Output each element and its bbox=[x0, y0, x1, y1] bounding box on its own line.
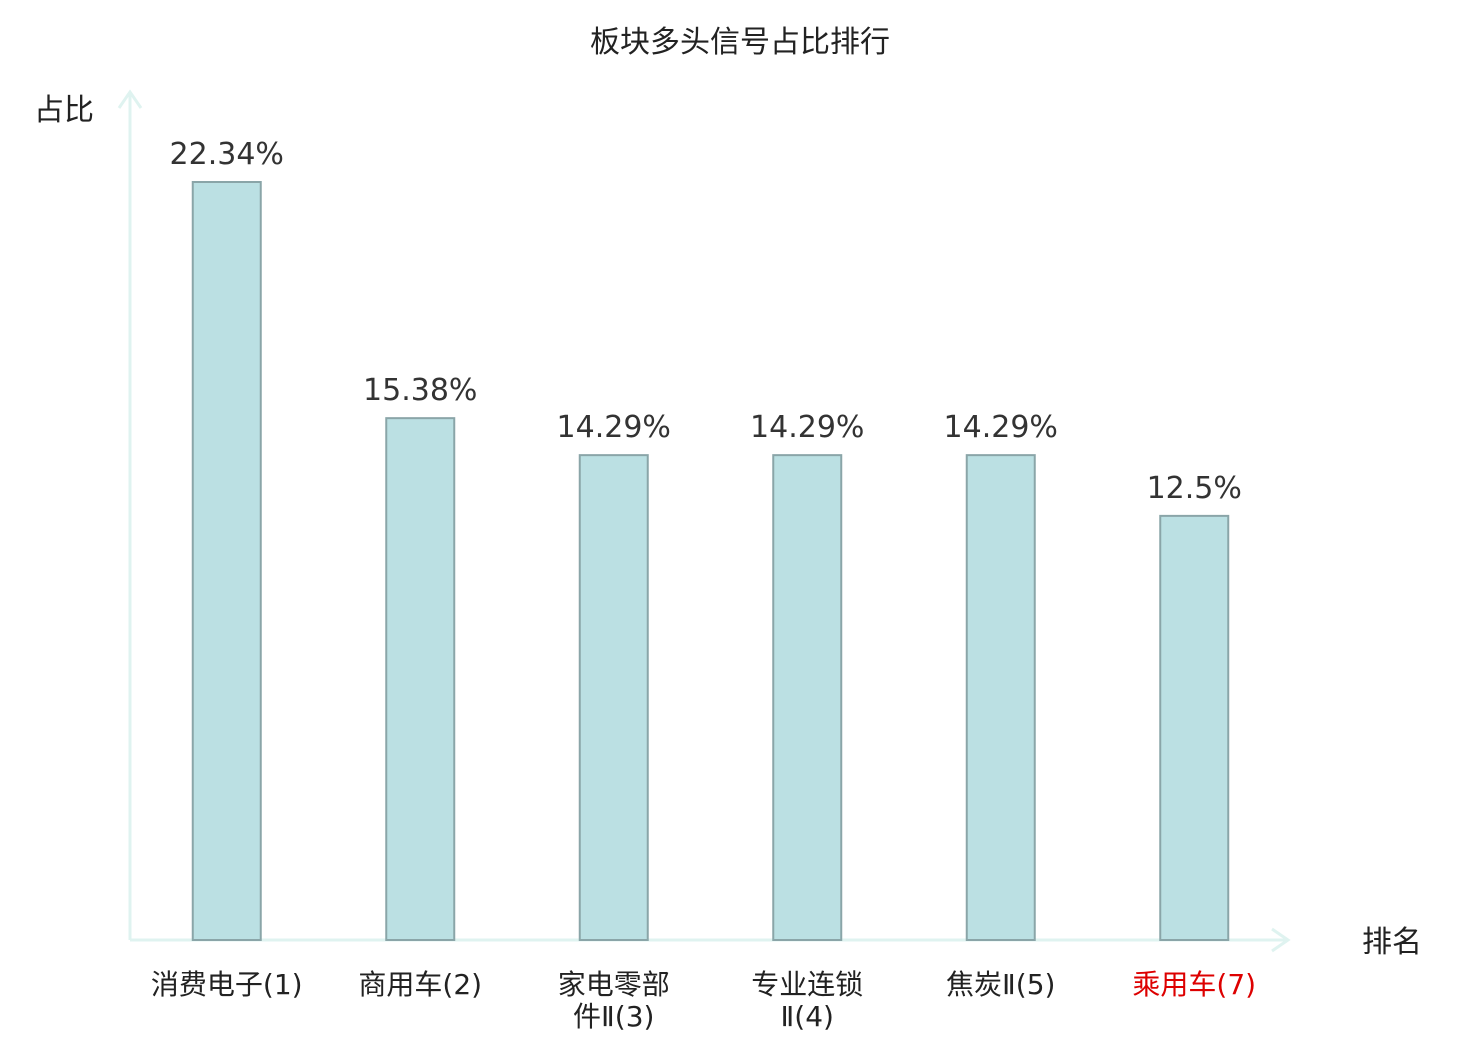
x-tick-label: 乘用车(7) bbox=[1132, 968, 1256, 1001]
bar bbox=[772, 454, 843, 941]
value-labels-group: 22.34% 15.38% 14.29% 14.29% 14.29% 12.5% bbox=[170, 137, 1242, 506]
x-tick-label: 专业连锁 bbox=[751, 968, 863, 1001]
bar-value-label: 15.38% bbox=[363, 373, 477, 408]
x-tick-label: 消费电子(1) bbox=[151, 968, 303, 1001]
bar-value-label: 14.29% bbox=[944, 410, 1058, 445]
bar bbox=[191, 181, 262, 941]
bar bbox=[578, 454, 649, 941]
bar-value-label: 12.5% bbox=[1147, 471, 1242, 506]
x-tick-label: 件Ⅱ(3) bbox=[573, 1000, 654, 1033]
bar-value-label: 14.29% bbox=[557, 410, 671, 445]
x-tick-label: 焦炭Ⅱ(5) bbox=[946, 968, 1055, 1001]
bar bbox=[1159, 514, 1230, 941]
y-axis-arrow-icon bbox=[117, 89, 143, 109]
x-tick-label: 家电零部 bbox=[558, 968, 670, 1001]
bar-value-label: 22.34% bbox=[170, 137, 284, 172]
x-axis-arrow-icon bbox=[1271, 927, 1291, 953]
bars-group bbox=[191, 181, 1230, 941]
x-tick-label: Ⅱ(4) bbox=[781, 1000, 834, 1033]
bar bbox=[965, 454, 1036, 941]
x-tick-label: 商用车(2) bbox=[358, 968, 482, 1001]
y-axis-label: 占比 bbox=[34, 93, 94, 128]
chart-title: 板块多头信号占比排行 bbox=[590, 25, 890, 60]
x-axis-label: 排名 bbox=[1362, 925, 1422, 960]
bar bbox=[385, 417, 456, 941]
axes bbox=[117, 89, 1291, 953]
bar-value-label: 14.29% bbox=[750, 410, 864, 445]
